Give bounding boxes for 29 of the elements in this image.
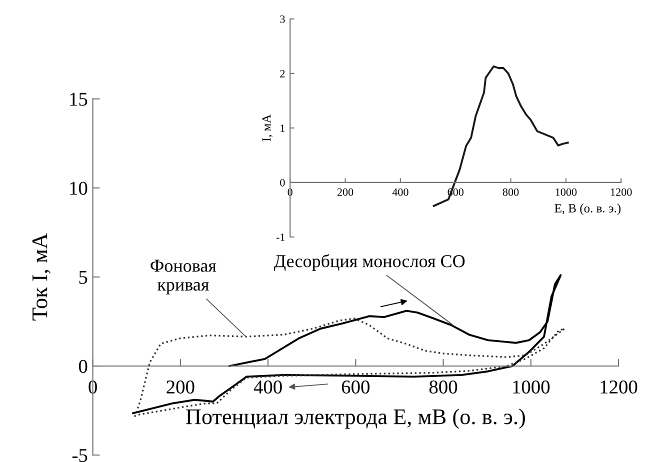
x-tick-label: 600: [342, 380, 370, 394]
annotation: Фоновая кривая: [150, 260, 216, 294]
x-tick-label: 0: [88, 380, 97, 394]
y-tick-label: 5: [79, 270, 88, 284]
x-tick-label: 1200: [610, 188, 632, 196]
annotation: Десорбция монослоя CO: [274, 254, 465, 271]
x-tick-label: 1000: [513, 380, 550, 394]
y-tick-label: 0: [280, 178, 285, 186]
y-tick-label: 3: [280, 15, 285, 23]
y-tick-label: 0: [78, 360, 88, 373]
y-tick-label: -5: [72, 449, 88, 462]
x-tick-label: 1000: [556, 188, 577, 196]
x-tick-label: 0: [288, 188, 292, 196]
x-tick-label: 800: [502, 188, 519, 196]
x-tick-label: 200: [337, 188, 354, 196]
x-axis-title: E, В (о. в. э.): [554, 204, 621, 216]
x-tick-label: 1200: [600, 380, 638, 394]
y-tick-label: -1: [276, 234, 285, 241]
y-tick-label: 10: [70, 182, 88, 195]
y-tick-label: 15: [70, 92, 88, 106]
y-axis-title: I, мА: [262, 114, 272, 142]
x-tick-label: 800: [429, 380, 458, 394]
y-tick-label: 1: [280, 124, 285, 132]
x-tick-label: 200: [166, 380, 194, 394]
x-axis-title: Потенциал электрода E, мВ (о. в. э.): [186, 408, 525, 429]
y-axis-title: Ток I, мА: [32, 233, 51, 321]
y-tick-label: 2: [280, 70, 285, 78]
x-tick-label: 400: [392, 188, 408, 196]
x-tick-label: 400: [254, 380, 282, 394]
